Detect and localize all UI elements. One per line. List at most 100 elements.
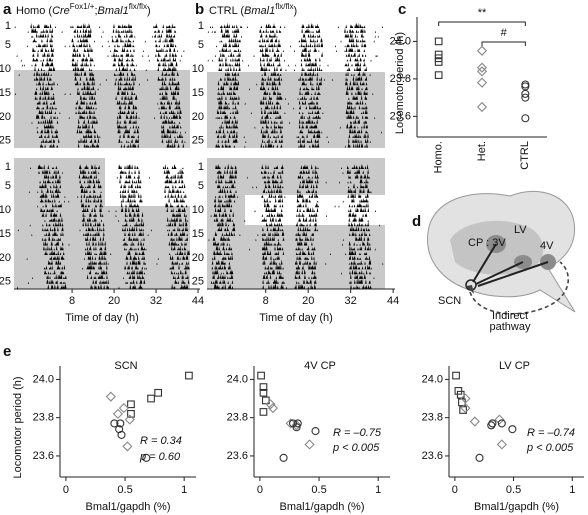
activity-trace: [219, 46, 366, 52]
activity-trace: [16, 51, 183, 57]
y-tick-label: 24.0: [227, 373, 248, 385]
activity-trace: [40, 206, 186, 212]
circle-marker: [117, 430, 126, 439]
y-tick-label: 24.0: [390, 35, 411, 47]
diamond-marker: [469, 416, 480, 427]
y-tick-label: 5: [5, 39, 11, 51]
diamond-marker: [124, 414, 135, 425]
circle-marker: [497, 419, 506, 428]
activity-trace: [36, 123, 182, 129]
y-tick-label: 24.0: [33, 373, 54, 385]
y-tick-label: 15: [0, 228, 11, 240]
diamond-marker: [105, 391, 116, 402]
activity-trace: [33, 75, 176, 81]
activity-trace: [43, 240, 187, 246]
diamond-marker: [122, 441, 133, 452]
activity-trace: [39, 197, 185, 203]
activity-trace: [216, 132, 369, 138]
x-tick-label: 8: [263, 295, 269, 307]
activity-trace: [44, 269, 187, 275]
y-tick-label: 5: [5, 180, 11, 192]
diamond-marker: [267, 403, 278, 414]
x-tick-label: 0.5: [506, 484, 521, 496]
activity-trace: [214, 206, 376, 212]
title-part: CTRL (: [209, 5, 244, 17]
activity-trace: [215, 142, 369, 148]
diamond-marker: [118, 403, 129, 414]
light-phase: [14, 17, 190, 70]
y-tick-label: 1: [198, 20, 204, 32]
activity-trace: [43, 173, 183, 179]
y-tick-label: 25: [0, 135, 11, 147]
y-tick-label: 23.8: [422, 412, 443, 424]
diamond-marker: [112, 408, 124, 419]
panel-label: e: [3, 343, 11, 360]
circle-marker: [293, 419, 302, 428]
activity-trace: [216, 221, 381, 227]
x-axis-label: Bmal1/gapdh (%): [280, 501, 365, 513]
activity-trace: [44, 216, 189, 222]
indirect-path: [469, 261, 570, 315]
activity-trace: [40, 137, 186, 143]
square-marker: [154, 388, 163, 397]
y-tick-label: 15: [0, 87, 11, 99]
y-tick-label: 1: [5, 161, 11, 173]
activity-trace: [14, 89, 180, 95]
annotation: R = –0.74: [527, 427, 575, 439]
activity-trace: [31, 32, 176, 38]
diamond-marker: [460, 393, 471, 404]
diamond-marker: [291, 420, 302, 431]
diamond-marker: [460, 403, 471, 414]
activity-trace: [39, 178, 184, 184]
activity-trace: [218, 123, 368, 129]
activity-trace: [36, 80, 180, 86]
activity-trace: [28, 187, 185, 193]
x-tick-label: 20: [108, 295, 120, 307]
activity-trace: [36, 104, 181, 110]
y-tick-label: 25: [0, 276, 11, 288]
circle-marker: [521, 114, 530, 123]
circle-marker: [521, 93, 530, 102]
diamond-marker: [265, 399, 276, 410]
activity-trace: [210, 211, 368, 217]
activity-trace: [212, 240, 371, 246]
diamond-marker: [285, 418, 296, 429]
activity-trace: [214, 192, 369, 198]
y-tick-label: 15: [192, 228, 204, 240]
activity-trace: [214, 197, 369, 203]
significance-bracket: [481, 41, 526, 46]
activity-trace: [38, 168, 184, 174]
x-tick-label: 32: [345, 295, 357, 307]
activity-trace: [44, 249, 190, 255]
actogram-title: Homo (CreFox1/+;Bmal1flx/flx): [16, 2, 151, 17]
circle-marker: [508, 425, 517, 434]
y-tick-label: 10: [0, 63, 11, 75]
activity-trace: [34, 94, 177, 100]
diamond-marker: [476, 66, 488, 77]
brain-diagram: CP : 3V LV 4V SCN Indirect pathway: [427, 190, 576, 333]
activity-trace: [215, 127, 382, 134]
activity-trace: [221, 118, 368, 124]
activity-trace: [218, 99, 367, 105]
diagram-label: LV: [514, 224, 527, 236]
activity-trace: [213, 283, 372, 289]
activity-trace: [217, 182, 368, 189]
activity-trace: [218, 104, 368, 110]
activity-trace: [221, 32, 379, 38]
square-marker: [259, 383, 268, 391]
x-axis-label: Time of day (h): [65, 312, 139, 324]
x-tick-label: 1: [181, 484, 187, 496]
activity-trace: [21, 60, 178, 67]
circle-marker: [488, 419, 497, 428]
activity-trace: [219, 37, 375, 43]
square-marker: [434, 71, 443, 79]
y-tick-label: 23.6: [422, 450, 443, 462]
y-tick-label: 24.0: [422, 373, 443, 385]
activity-trace: [213, 202, 369, 208]
square-marker: [259, 388, 268, 397]
y-axis-label: Locomotor period (h): [12, 376, 24, 478]
activity-trace: [36, 128, 187, 134]
activity-trace: [27, 278, 190, 284]
diagram-label: 4V: [540, 240, 554, 252]
square-marker: [147, 394, 155, 403]
